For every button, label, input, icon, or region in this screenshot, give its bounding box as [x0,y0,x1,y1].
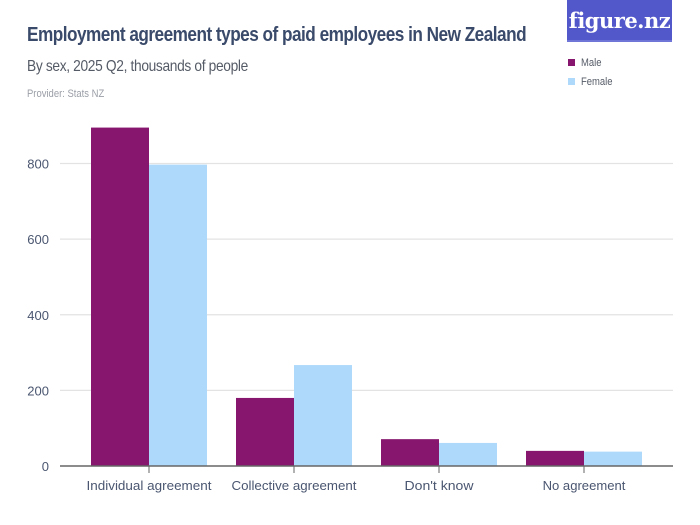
legend-swatch-female [568,78,575,85]
logo-text: figure.nz [568,7,671,33]
legend-label-female: Female [581,75,613,88]
legend-label-male: Male [581,56,602,69]
bar-female-collective-agreement[interactable] [294,365,352,466]
y-tick-label-800: 800 [27,157,49,172]
legend: Male Female [568,53,618,91]
x-category-label: No agreement [543,478,626,493]
y-tick-label-0: 0 [42,459,49,474]
bar-male-no-agreement[interactable] [526,450,584,466]
bar-female-no-agreement[interactable] [584,451,642,466]
y-tick-label-200: 200 [27,383,49,398]
y-tick-label-400: 400 [27,308,49,323]
x-category-label: Don't know [405,478,475,493]
figure-nz-logo[interactable]: figure.nz [567,0,672,42]
bar-male-individual-agreement[interactable] [91,127,149,466]
chart-title: Employment agreement types of paid emplo… [27,24,527,46]
legend-item-male: Male [568,53,618,72]
legend-swatch-male [568,59,575,66]
bar-female-don-t-know[interactable] [439,442,497,466]
x-category-label: Individual agreement [87,478,212,493]
x-category-label: Collective agreement [232,478,357,493]
legend-item-female: Female [568,72,618,91]
chart-subtitle: By sex, 2025 Q2, thousands of people [27,58,248,75]
bar-female-individual-agreement[interactable] [149,164,207,466]
bar-male-don-t-know[interactable] [381,439,439,466]
y-tick-label-600: 600 [27,232,49,247]
data-provider: Provider: Stats NZ [27,88,105,100]
bar-male-collective-agreement[interactable] [236,397,294,466]
